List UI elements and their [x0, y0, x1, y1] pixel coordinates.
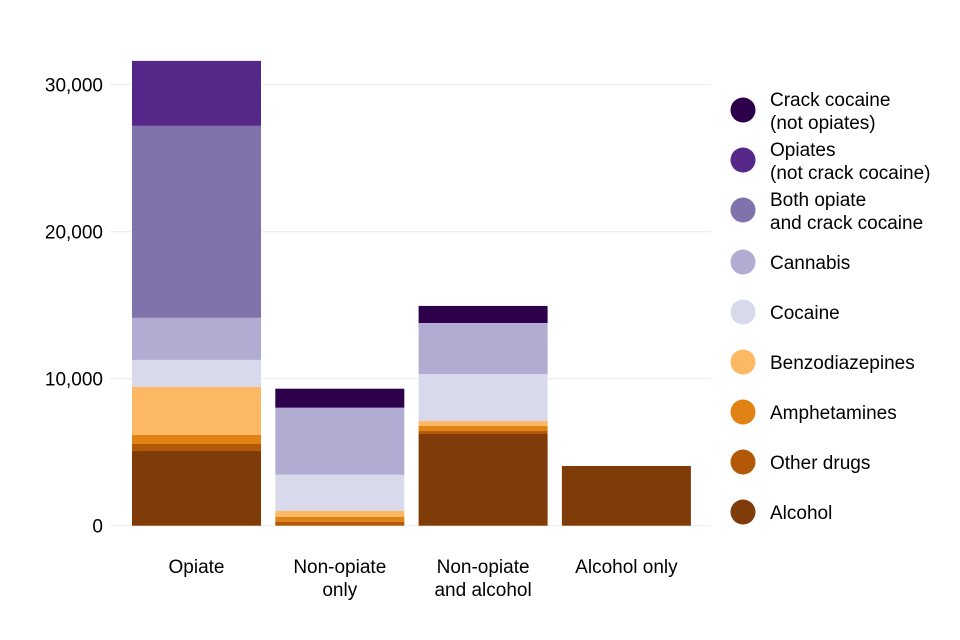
legend-item: Cocaine — [730, 299, 840, 325]
bar-stack — [418, 305, 548, 526]
legend-label: Both opiate — [770, 190, 866, 211]
bar-segment-cannabis — [132, 317, 261, 360]
bar-segment-both-opiate-and-crack-cocaine — [132, 125, 261, 318]
bar-segment-benzodiazepines — [275, 510, 405, 517]
bars — [132, 60, 691, 526]
x-category-label: Alcohol only — [575, 557, 678, 578]
legend-label: (not opiates) — [770, 113, 876, 134]
legend-item: Crack cocaine(not opiates) — [730, 90, 890, 134]
legend-item: Amphetamines — [730, 399, 897, 425]
bar-segment-amphetamines — [275, 516, 405, 522]
legend-item: Alcohol — [730, 499, 832, 525]
legend-label: and crack cocaine — [770, 213, 923, 234]
bar-segment-benzodiazepines — [132, 386, 261, 436]
legend-label: Crack cocaine — [770, 90, 890, 111]
y-tick-label: 10,000 — [45, 370, 103, 391]
bar-segment-crack-cocaine-not-opiates — [418, 305, 548, 323]
bar-segment-other-drugs — [132, 443, 261, 452]
bar-segment-cannabis — [418, 322, 548, 374]
y-tick-label: 30,000 — [45, 76, 103, 97]
x-category-label: Non-opiate — [437, 557, 530, 578]
legend-swatch-icon — [730, 449, 756, 475]
legend-item: Cannabis — [730, 249, 850, 275]
bar-segment-cocaine — [132, 359, 261, 387]
x-category-label: and alcohol — [434, 580, 531, 601]
legend-swatch-icon — [730, 97, 756, 123]
legend-swatch-icon — [730, 197, 756, 223]
bar-segment-alcohol — [418, 433, 548, 526]
bar-segment-amphetamines — [418, 426, 548, 432]
y-tick-label: 20,000 — [45, 223, 103, 244]
bar-stack — [561, 466, 691, 526]
legend-label: Cannabis — [770, 253, 850, 274]
legend-label: Cocaine — [770, 303, 840, 324]
bar-stack — [132, 60, 261, 526]
bar-segment-alcohol — [561, 466, 691, 526]
bar-segment-cannabis — [275, 407, 405, 475]
legend-item: Opiates(not crack cocaine) — [730, 140, 931, 184]
x-category-label: only — [322, 580, 357, 601]
legend-swatch-icon — [730, 249, 756, 275]
x-category-label: Opiate — [169, 557, 225, 578]
bar-segment-alcohol — [132, 451, 261, 526]
legend-swatch-icon — [730, 349, 756, 375]
legend-swatch-icon — [730, 147, 756, 173]
bar-segment-cocaine — [275, 474, 405, 511]
legend-label: Alcohol — [770, 503, 832, 524]
x-category-label: Non-opiate — [293, 557, 386, 578]
bar-stack — [275, 388, 405, 526]
bar-segment-other-drugs — [418, 431, 548, 434]
legend-swatch-icon — [730, 299, 756, 325]
legend: Crack cocaine(not opiates) Opiates(not cr… — [730, 90, 931, 525]
legend-label: Amphetamines — [770, 403, 897, 424]
y-axis-tick-labels: 0 10,000 20,000 30,000 — [45, 76, 103, 538]
bar-segment-other-drugs — [275, 521, 405, 526]
bar-segment-opiates-not-crack-cocaine — [132, 60, 261, 126]
y-tick-label: 0 — [92, 517, 103, 538]
bar-segment-cocaine — [418, 373, 548, 422]
bar-segment-amphetamines — [132, 435, 261, 444]
legend-label: Other drugs — [770, 453, 870, 474]
legend-label: Opiates — [770, 140, 835, 161]
legend-item: Benzodiazepines — [730, 349, 915, 375]
bar-segment-benzodiazepines — [418, 421, 548, 427]
bar-segment-crack-cocaine-not-opiates — [275, 388, 405, 408]
legend-swatch-icon — [730, 499, 756, 525]
legend-label: (not crack cocaine) — [770, 163, 931, 184]
legend-swatch-icon — [730, 399, 756, 425]
legend-item: Other drugs — [730, 449, 870, 475]
legend-label: Benzodiazepines — [770, 353, 915, 374]
